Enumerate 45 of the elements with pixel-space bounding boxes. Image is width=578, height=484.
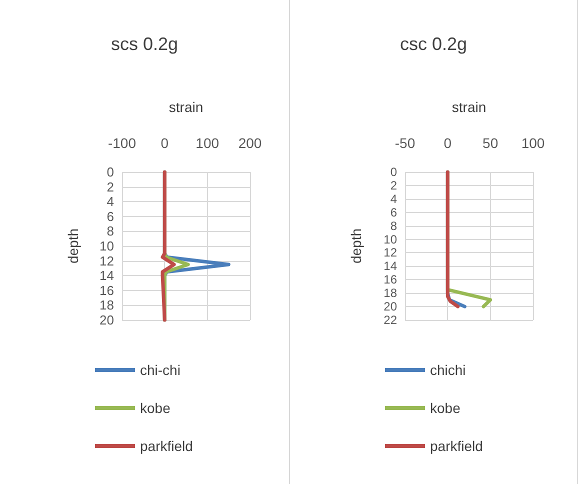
y-tick-label: 6: [106, 208, 114, 224]
y-tick-label: 22: [384, 313, 398, 327]
y-tick-label: 0: [390, 165, 398, 179]
y-tick-label: 10: [100, 238, 114, 254]
y-tick-label: 10: [384, 232, 398, 246]
x-tick-label: 50: [482, 135, 498, 151]
y-tick-label: 16: [100, 282, 114, 298]
line-series: [160, 170, 176, 322]
y-tick-label: 14: [100, 268, 114, 284]
x-axis-title: strain: [452, 99, 486, 115]
y-tick-label: 20: [100, 312, 114, 328]
y-tick-label: 16: [384, 272, 398, 287]
y-tick-label: 8: [106, 224, 114, 239]
y-axis-title: depth: [65, 228, 81, 264]
x-tick-label: 200: [238, 135, 262, 151]
x-tick-label: 0: [444, 135, 452, 151]
x-tick-label: 100: [521, 135, 545, 151]
y-tick-label: 4: [106, 194, 114, 210]
y-tick-label: 6: [390, 205, 398, 220]
y-tick-label: 20: [384, 300, 398, 314]
y-tick-label: 8: [390, 218, 398, 233]
chart-title: csc 0.2g: [400, 34, 468, 54]
y-tick-label: 2: [390, 178, 398, 192]
legend-label: kobe: [430, 400, 461, 416]
legend-label: chi-chi: [140, 362, 180, 378]
y-tick-label: 18: [384, 286, 398, 300]
line-series: [446, 170, 460, 308]
x-tick-label: -50: [394, 135, 416, 151]
legend-label: chichi: [430, 362, 466, 378]
y-tick-label: 2: [106, 179, 114, 194]
y-axis-title: depth: [348, 228, 364, 264]
legend-label: parkfield: [430, 438, 483, 454]
x-axis-title: strain: [168, 99, 204, 115]
y-tick-label: 4: [390, 192, 398, 206]
x-tick-label: 100: [196, 135, 220, 151]
y-tick-label: 12: [100, 253, 114, 268]
x-tick-label: -100: [108, 135, 136, 151]
y-tick-label: 12: [384, 246, 398, 260]
y-tick-label: 14: [384, 259, 398, 274]
legend-label: parkfield: [140, 438, 193, 454]
x-tick-label: 0: [160, 135, 169, 151]
y-tick-label: 0: [106, 164, 114, 180]
chart-title: scs 0.2g: [110, 34, 178, 54]
y-tick-label: 18: [100, 298, 114, 313]
legend-label: kobe: [140, 400, 171, 416]
